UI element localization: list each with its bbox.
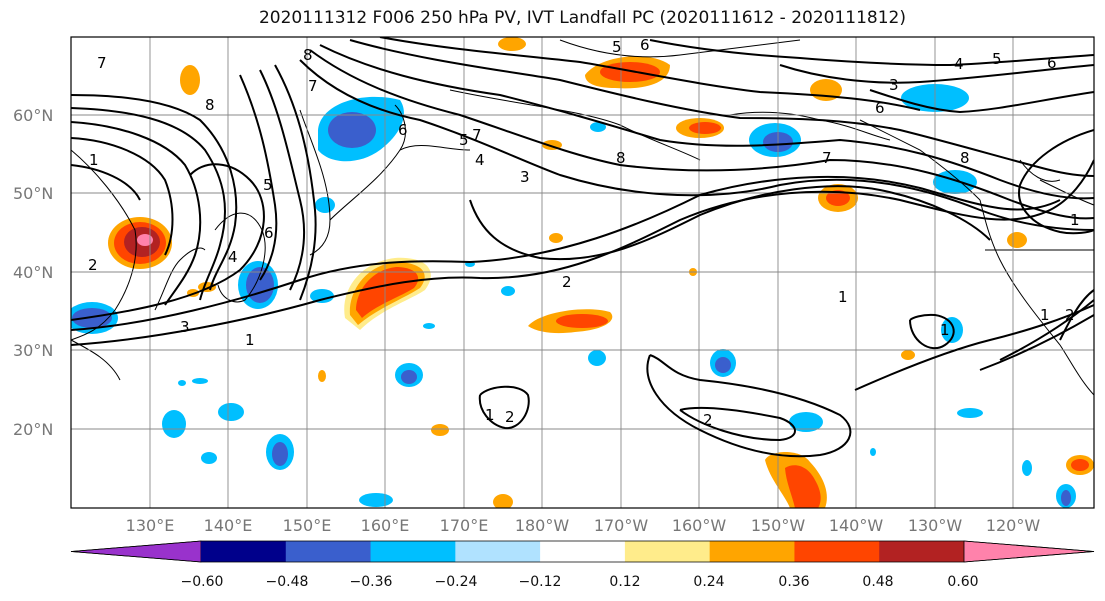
contour-label: 7 — [97, 54, 107, 72]
map-title: 2020111312 F006 250 hPa PV, IVT Landfall… — [258, 8, 906, 28]
latitude-labels: 60°N 50°N 40°N 30°N 20°N — [13, 106, 53, 439]
lat-label: 20°N — [13, 420, 53, 439]
contour-label: 7 — [822, 149, 832, 167]
contour-label: 1 — [89, 151, 99, 169]
lon-label: 160°E — [361, 516, 410, 535]
colorbar-tick-label: −0.24 — [435, 574, 478, 590]
lon-label: 160°W — [672, 516, 727, 535]
positive-anomaly-region — [108, 217, 172, 269]
colorbar-segment — [540, 541, 626, 562]
contour-label: 5 — [263, 176, 273, 194]
colorbar-tick-label: 0.12 — [609, 574, 640, 590]
lon-label: 170°W — [594, 516, 649, 535]
contour-label: 3 — [180, 318, 190, 336]
contour-label: 1 — [838, 288, 848, 306]
lat-label: 50°N — [13, 184, 53, 203]
lon-label: 170°E — [440, 516, 489, 535]
contour-label: 5 — [459, 131, 469, 149]
anomaly-shading — [71, 37, 1094, 508]
contour-labels: 7 8 7 8 1 2 3 4 5 6 7 8 2 1 2 3 4 5 6 5 … — [88, 36, 1080, 429]
lon-label: 140°E — [204, 516, 253, 535]
contour-label: 1 — [1070, 211, 1080, 229]
graticule — [71, 37, 1094, 508]
longitude-labels: 130°E 140°E 150°E 160°E 170°E 180°W 170°… — [126, 516, 1041, 535]
colorbar-segment — [624, 541, 711, 562]
lon-label: 140°W — [829, 516, 884, 535]
contour-label: 7 — [472, 126, 482, 144]
contour-label: 1 — [940, 321, 950, 339]
contour-label: 4 — [954, 55, 964, 73]
contour-label: 6 — [398, 121, 408, 139]
positive-anomaly-region — [528, 309, 613, 334]
colorbar-tick-label: −0.60 — [181, 574, 224, 590]
contour-label: 8 — [303, 46, 313, 64]
colorbar-extend-min — [70, 540, 202, 563]
contour-label: 3 — [520, 168, 530, 186]
lon-label: 120°W — [986, 516, 1041, 535]
contour-label: 2 — [88, 256, 98, 274]
contour-label: 2 — [1065, 306, 1075, 324]
contour-label: 6 — [640, 36, 650, 54]
positive-anomaly-region — [344, 257, 431, 330]
contour-label: 6 — [264, 224, 274, 242]
colorbar-extend-max — [963, 540, 1095, 563]
lon-label: 180°W — [515, 516, 570, 535]
map-frame — [70, 36, 1095, 509]
colorbar-tick-label: 0.60 — [947, 574, 978, 590]
colorbar — [70, 540, 1095, 563]
contour-label: 1 — [245, 331, 255, 349]
lat-label: 40°N — [13, 263, 53, 282]
colorbar-tick-label: 0.48 — [862, 574, 893, 590]
contour-label: 5 — [992, 50, 1002, 68]
contour-label: 6 — [875, 99, 885, 117]
colorbar-segment — [455, 541, 541, 562]
lat-label: 60°N — [13, 106, 53, 125]
contour-label: 5 — [612, 38, 622, 56]
contour-label: 2 — [562, 273, 572, 291]
lon-label: 130°E — [126, 516, 175, 535]
contour-label: 7 — [308, 77, 318, 95]
colorbar-segment — [285, 541, 372, 562]
contour-label: 2 — [505, 408, 515, 426]
contour-label: 1 — [1040, 306, 1050, 324]
colorbar-segment — [201, 541, 287, 562]
positive-anomaly-region — [180, 37, 1094, 508]
colorbar-tick-label: −0.12 — [519, 574, 562, 590]
lon-label: 150°E — [283, 516, 332, 535]
contour-label: 8 — [960, 149, 970, 167]
contour-label: 4 — [228, 248, 238, 266]
colorbar-tick-label: 0.24 — [693, 574, 724, 590]
lon-label: 130°W — [908, 516, 963, 535]
colorbar-segment — [879, 541, 965, 562]
pv-contours — [71, 37, 1094, 458]
contour-label: 8 — [616, 149, 626, 167]
colorbar-segment — [709, 541, 795, 562]
colorbar-tick-label: −0.48 — [266, 574, 309, 590]
contour-label: 2 — [703, 411, 713, 429]
colorbar-tick-label: 0.36 — [778, 574, 809, 590]
colorbar-outline — [70, 540, 1095, 563]
lat-label: 30°N — [13, 341, 53, 360]
contour-label: 6 — [1047, 54, 1057, 72]
contour-label: 3 — [889, 76, 899, 94]
colorbar-tick-labels: −0.60 −0.48 −0.36 −0.24 −0.12 0.12 0.24 … — [181, 574, 979, 590]
contour-label: 8 — [205, 96, 215, 114]
positive-anomaly-region — [765, 452, 827, 508]
lon-label: 150°W — [751, 516, 806, 535]
colorbar-segment — [794, 541, 880, 562]
colorbar-tick-label: −0.36 — [350, 574, 393, 590]
negative-anomaly-region — [71, 84, 1076, 508]
colorbar-segment — [370, 541, 456, 562]
contour-label: 4 — [475, 151, 485, 169]
contour-label: 1 — [485, 406, 495, 424]
